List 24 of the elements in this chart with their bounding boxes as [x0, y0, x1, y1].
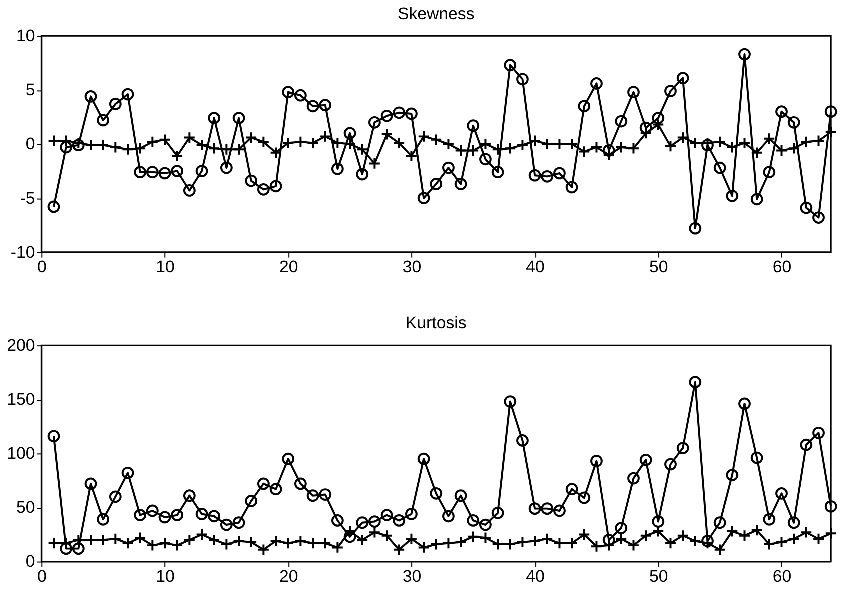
- y-tick-label: 0: [26, 134, 36, 154]
- x-tick-label: 60: [772, 567, 792, 586]
- x-tick-label: 30: [402, 258, 422, 277]
- y-tick-label: 150: [7, 390, 36, 410]
- x-tick-label: 10: [156, 567, 175, 586]
- y-tick-label: 0: [26, 552, 36, 572]
- x-tick-label: 20: [279, 258, 298, 277]
- x-tick-label: 40: [526, 258, 545, 277]
- chart-title: Kurtosis: [406, 314, 467, 333]
- y-tick-label: 200: [7, 336, 36, 356]
- x-tick-label: 10: [156, 258, 175, 277]
- y-tick-label: 10: [16, 26, 36, 46]
- y-tick-label: 5: [26, 80, 36, 100]
- x-tick-label: 30: [402, 567, 422, 586]
- chart-title: Skewness: [398, 4, 475, 24]
- x-tick-label: 50: [650, 258, 668, 277]
- y-tick-label: 100: [7, 444, 36, 464]
- x-tick-label: 50: [650, 567, 668, 586]
- x-tick-label: 60: [772, 258, 792, 277]
- x-tick-label: 20: [279, 567, 298, 586]
- y-tick-label: -5: [20, 188, 36, 208]
- y-tick-label: 50: [16, 498, 36, 518]
- y-tick-label: -10: [10, 242, 36, 262]
- x-tick-label: 40: [526, 567, 545, 586]
